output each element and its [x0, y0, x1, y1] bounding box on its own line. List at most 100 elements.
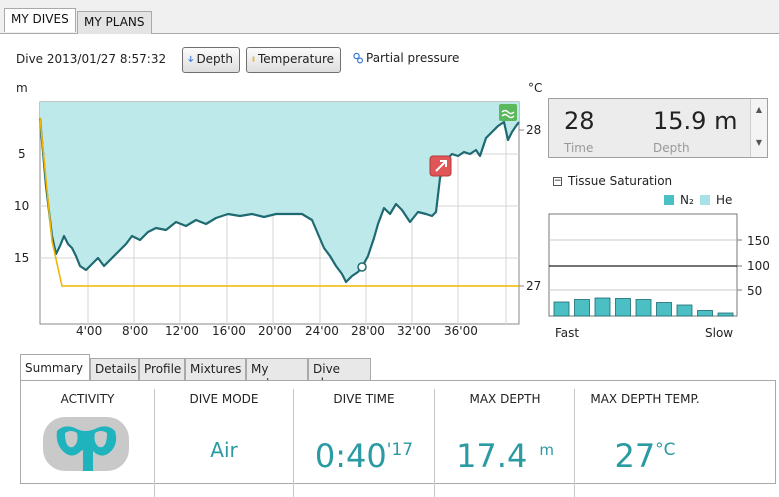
dive-mode-header: DIVE MODE: [189, 392, 259, 406]
time-tick: 36'00: [444, 324, 478, 338]
depth-profile-line: [38, 117, 520, 284]
partial-pressure-toggle-button[interactable]: Partial pressure: [348, 47, 468, 73]
temperature-axis-unit: °C: [528, 81, 543, 95]
tissue-tick-50: 50: [747, 284, 763, 298]
depth-label: Depth: [653, 141, 690, 155]
readout-scrollbar[interactable]: ▲ ▼: [750, 99, 767, 157]
time-tick: 32'00: [397, 324, 431, 338]
depth-toggle-button[interactable]: Depth: [182, 47, 240, 73]
summary-panel: ACTIVITY DIVE MODE Air DIVE TIME 0:40'17…: [20, 380, 776, 497]
scroll-up-icon[interactable]: ▲: [755, 105, 763, 114]
ascent-warning-icon: [429, 155, 452, 177]
cursor-readout: 28 Time 15.9 m Depth ▲ ▼: [548, 98, 768, 158]
tissue-bar: [656, 302, 672, 317]
time-tick: 16'00: [212, 324, 246, 338]
temperature-toggle-button[interactable]: Temperature: [246, 47, 341, 73]
dive-time-header: DIVE TIME: [333, 392, 395, 406]
temperature-tick-27: 27: [526, 279, 542, 293]
time-tick: 8'00: [122, 324, 149, 338]
partial-pressure-label: Partial pressure: [366, 51, 460, 65]
depth-tick-15: 15: [14, 251, 30, 265]
tissue-bar: [697, 310, 713, 317]
tissue-bar: [594, 297, 611, 317]
dive-time-seconds: '17: [386, 440, 414, 460]
depth-profile-area: [40, 102, 519, 282]
tissue-saturation-header[interactable]: − Tissue Saturation: [553, 174, 672, 188]
dive-profile-chart[interactable]: [0, 96, 545, 346]
dive-time-main: 0:40: [314, 437, 387, 475]
max-depth-temp-header: MAX DEPTH TEMP.: [590, 392, 700, 406]
max-depth-unit: m: [539, 441, 554, 459]
depth-axis-unit: m: [16, 81, 28, 95]
depth-tick-10: 10: [14, 199, 30, 213]
scuba-mask-icon: [43, 417, 129, 471]
tissue-fast-label: Fast: [555, 326, 580, 340]
tissue-bar: [717, 312, 734, 317]
temperature-label: Temperature: [257, 52, 334, 66]
scroll-down-icon[interactable]: ▼: [755, 138, 763, 147]
depth-value: 15.9 m: [653, 107, 738, 135]
arrow-down-icon: [188, 55, 194, 63]
tab-my-notes[interactable]: My notes: [246, 358, 308, 390]
max-depth-temp-value: 27: [614, 437, 656, 475]
legend-n2-label: N₂: [680, 193, 694, 207]
collapse-icon[interactable]: −: [553, 175, 562, 186]
temperature-tick-28: 28: [526, 123, 542, 137]
max-depth-value: 17.4: [456, 437, 528, 475]
dive-mode-value: Air: [210, 438, 238, 462]
dive-time-cell: DIVE TIME 0:40'17: [294, 381, 434, 485]
top-tab-bar: MY DIVES MY PLANS: [0, 0, 779, 34]
tab-dive-plan[interactable]: Dive plan: [308, 358, 371, 390]
tab-my-dives[interactable]: MY DIVES: [4, 8, 76, 32]
time-tick: 12'00: [165, 324, 199, 338]
max-depth-temp-value-group: 27°C: [575, 437, 715, 475]
tissue-saturation-title: Tissue Saturation: [568, 174, 673, 188]
dive-title: Dive 2013/01/27 8:57:32: [16, 52, 167, 66]
tab-details[interactable]: Details: [90, 358, 139, 380]
tab-summary[interactable]: Summary: [20, 354, 90, 381]
legend-he: He: [700, 193, 732, 207]
tissue-bar: [574, 299, 590, 317]
max-depth-cell: MAX DEPTH 17.4 m: [435, 381, 575, 485]
tab-my-plans[interactable]: MY PLANS: [77, 11, 152, 34]
time-tick: 20'00: [258, 324, 292, 338]
n2-swatch: [664, 195, 674, 205]
surface-marker-icon: [499, 104, 517, 121]
divider: [434, 389, 435, 497]
bubbles-icon: [353, 52, 364, 64]
max-depth-temp-unit: °C: [655, 440, 676, 460]
max-depth-header: MAX DEPTH: [469, 392, 541, 406]
legend-he-label: He: [716, 193, 733, 207]
tissue-bar: [676, 304, 693, 317]
time-value: 28: [564, 107, 595, 135]
tissue-tick-100: 100: [747, 259, 770, 273]
thermometer-icon: [252, 56, 255, 62]
temperature-line: [39, 117, 519, 287]
tab-profile[interactable]: Profile: [139, 358, 185, 380]
activity-header: ACTIVITY: [60, 392, 115, 406]
activity-cell: ACTIVITY: [21, 381, 154, 485]
legend-n2: N₂: [664, 193, 694, 207]
divider: [574, 389, 575, 497]
divider: [293, 389, 294, 497]
time-tick: 28'00: [351, 324, 385, 338]
time-tick: 24'00: [305, 324, 339, 338]
tissue-slow-label: Slow: [705, 326, 734, 340]
tissue-bar: [635, 299, 652, 317]
dive-mode-cell: DIVE MODE Air: [155, 381, 293, 485]
divider: [154, 389, 155, 497]
max-depth-value-group: 17.4 m: [435, 437, 575, 475]
depth-tick-5: 5: [18, 147, 26, 161]
dive-time-value: 0:40'17: [294, 437, 434, 475]
depth-label: Depth: [196, 52, 233, 66]
tissue-tick-150: 150: [747, 234, 770, 248]
time-tick: 4'00: [76, 324, 103, 338]
tissue-bar: [615, 298, 631, 317]
tissue-bar: [553, 301, 570, 317]
cursor-marker[interactable]: [357, 262, 367, 272]
he-swatch: [700, 195, 710, 205]
tissue-saturation-chart: [548, 213, 742, 317]
max-depth-temp-cell: MAX DEPTH TEMP. 27°C: [575, 381, 715, 485]
time-label: Time: [564, 141, 594, 155]
tab-mixtures[interactable]: Mixtures: [185, 358, 246, 380]
